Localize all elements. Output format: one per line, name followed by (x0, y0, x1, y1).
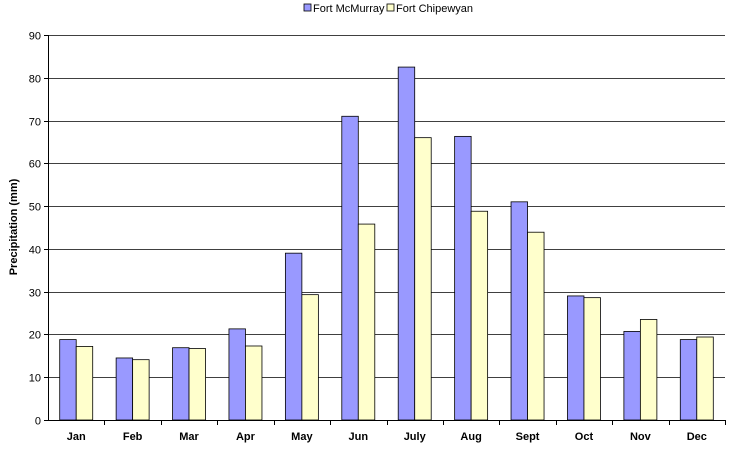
legend-label-fort-chipewyan: Fort Chipewyan (396, 3, 473, 15)
legend: Fort McMurray Fort Chipewyan (303, 3, 473, 15)
x-tick-label: Sept (516, 431, 540, 443)
x-tick-label: Apr (236, 431, 256, 443)
y-axis-title: Precipitation (mm) (8, 178, 20, 275)
gridlines (48, 35, 725, 378)
y-tick-label: 20 (29, 330, 41, 342)
y-tick-label: 30 (29, 288, 41, 300)
tick-labels: 0 10 20 30 40 50 60 70 80 90 Jan Feb Mar Apr May Jun Jul… (29, 31, 707, 444)
bar-fort-mcmurray-oct (567, 295, 585, 421)
bar-fort-mcmurray-july (397, 66, 416, 421)
y-tick-label: 80 (29, 74, 41, 86)
y-tick-label: 40 (29, 245, 41, 257)
bar-fort-mcmurray-feb (115, 357, 134, 421)
bar-fort-chipewyan-mar (188, 348, 206, 421)
y-tick-label: 50 (29, 202, 41, 214)
bar-fort-chipewyan-sept (527, 231, 545, 421)
bar-fort-mcmurray-apr (228, 328, 246, 421)
bar-fort-chipewyan-dec (696, 336, 714, 421)
x-tick-label: Jan (67, 431, 86, 443)
bar-fort-mcmurray-aug (454, 135, 472, 421)
x-tick-label: July (404, 431, 427, 443)
legend-swatch-fort-mcmurray (303, 3, 312, 12)
y-tick-label: 70 (29, 117, 41, 129)
bar-fort-mcmurray-jan (59, 339, 77, 421)
bar-fort-chipewyan-aug (470, 210, 489, 421)
bar-fort-chipewyan-jun (357, 223, 376, 421)
axes (44, 35, 726, 425)
bar-fort-chipewyan-may (301, 294, 319, 421)
x-tick-label: Dec (687, 431, 707, 443)
bar-fort-chipewyan-feb (132, 359, 150, 421)
bar-fort-chipewyan-apr (245, 345, 263, 421)
bar-fort-mcmurray-sept (510, 201, 528, 421)
x-tick-label: Oct (575, 431, 594, 443)
bar-fort-chipewyan-nov (639, 319, 658, 421)
bar-fort-mcmurray-dec (679, 339, 698, 421)
y-tick-label: 60 (29, 159, 41, 171)
bars (59, 66, 714, 421)
legend-label-fort-mcmurray: Fort McMurray (313, 3, 385, 15)
bar-fort-chipewyan-july (414, 137, 432, 421)
x-tick-label: Jun (349, 431, 369, 443)
x-tick-label: Nov (630, 431, 652, 443)
x-tick-label: May (291, 431, 313, 443)
bar-fort-chipewyan-jan (75, 346, 94, 421)
y-tick-label: 0 (35, 416, 41, 428)
x-tick-label: Aug (460, 431, 481, 443)
bar-fort-mcmurray-mar (172, 347, 190, 421)
bar-fort-mcmurray-jun (341, 115, 359, 421)
bar-fort-chipewyan-oct (583, 297, 601, 421)
x-tick-label: Mar (179, 431, 199, 443)
y-tick-label: 90 (29, 31, 41, 43)
y-tick-label: 10 (29, 373, 41, 385)
bar-fort-mcmurray-may (284, 252, 303, 421)
x-tick-label: Feb (123, 431, 143, 443)
legend-swatch-fort-chipewyan (386, 3, 395, 12)
bar-fort-mcmurray-nov (623, 331, 641, 421)
